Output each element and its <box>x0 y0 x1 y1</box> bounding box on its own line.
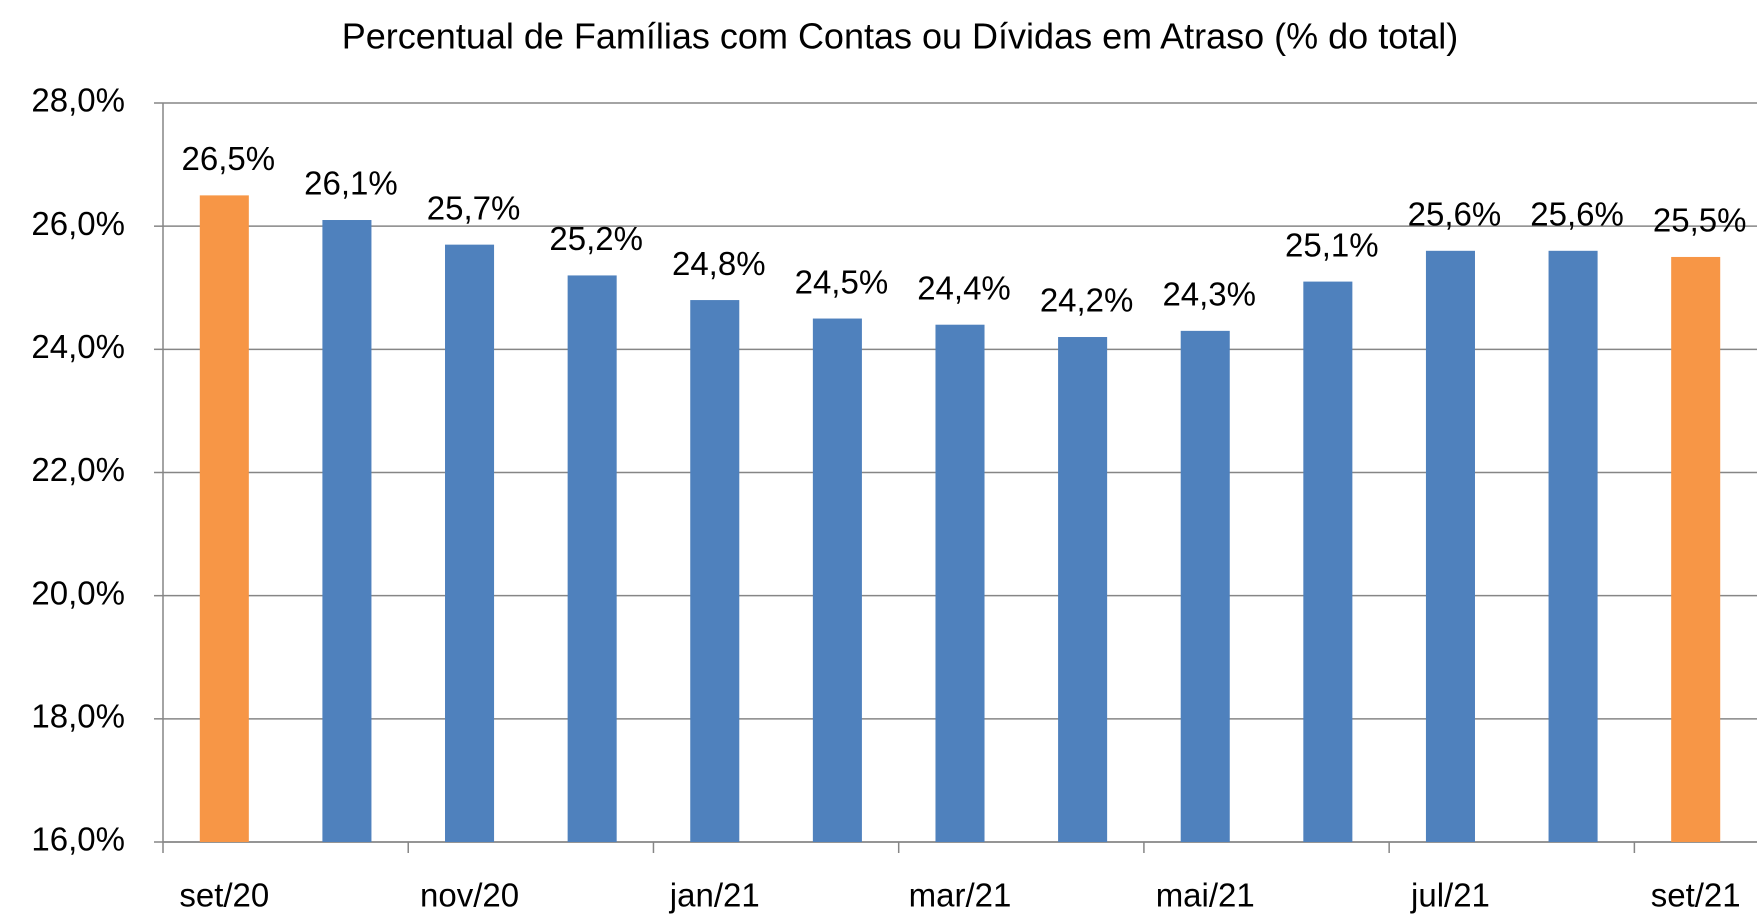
y-tick-label: 18,0% <box>31 698 125 735</box>
bar <box>812 318 862 843</box>
x-tick-label: mar/21 <box>909 877 1012 914</box>
bar <box>1671 256 1721 842</box>
bar <box>690 300 740 843</box>
bar <box>567 275 617 842</box>
value-label: 26,5% <box>182 140 276 177</box>
value-label: 25,2% <box>549 220 643 257</box>
value-label: 25,1% <box>1285 226 1379 263</box>
bar <box>322 220 372 843</box>
x-tick-label: set/21 <box>1651 877 1741 914</box>
y-tick-label: 24,0% <box>31 328 125 365</box>
y-tick-label: 22,0% <box>31 451 125 488</box>
y-tick-label: 26,0% <box>31 205 125 242</box>
value-label: 24,5% <box>795 263 889 300</box>
value-label: 24,2% <box>1040 282 1134 319</box>
y-tick-label: 28,0% <box>31 82 125 119</box>
bar <box>935 324 985 842</box>
bar <box>445 244 495 842</box>
y-tick-label: 16,0% <box>31 821 125 858</box>
bar <box>1180 330 1230 842</box>
bar <box>1058 337 1108 842</box>
x-tick-label: jul/21 <box>1410 877 1490 914</box>
bar <box>1303 281 1353 842</box>
x-tick-label: set/20 <box>179 877 269 914</box>
value-label: 24,4% <box>917 269 1011 306</box>
bar <box>199 195 249 842</box>
bar <box>1548 250 1598 843</box>
y-tick-label: 20,0% <box>31 574 125 611</box>
value-label: 25,5% <box>1653 202 1747 239</box>
x-tick-label: mai/21 <box>1156 877 1255 914</box>
bar <box>1425 250 1475 843</box>
value-label: 25,6% <box>1530 196 1624 233</box>
x-tick-label: nov/20 <box>420 877 519 914</box>
chart-title: Percentual de Famílias com Contas ou Dív… <box>342 16 1459 57</box>
value-label: 25,7% <box>427 189 521 226</box>
value-label: 26,1% <box>304 165 398 202</box>
value-label: 25,6% <box>1408 196 1502 233</box>
value-label: 24,8% <box>672 245 766 282</box>
x-tick-label: jan/21 <box>669 877 760 914</box>
value-label: 24,3% <box>1162 276 1256 313</box>
